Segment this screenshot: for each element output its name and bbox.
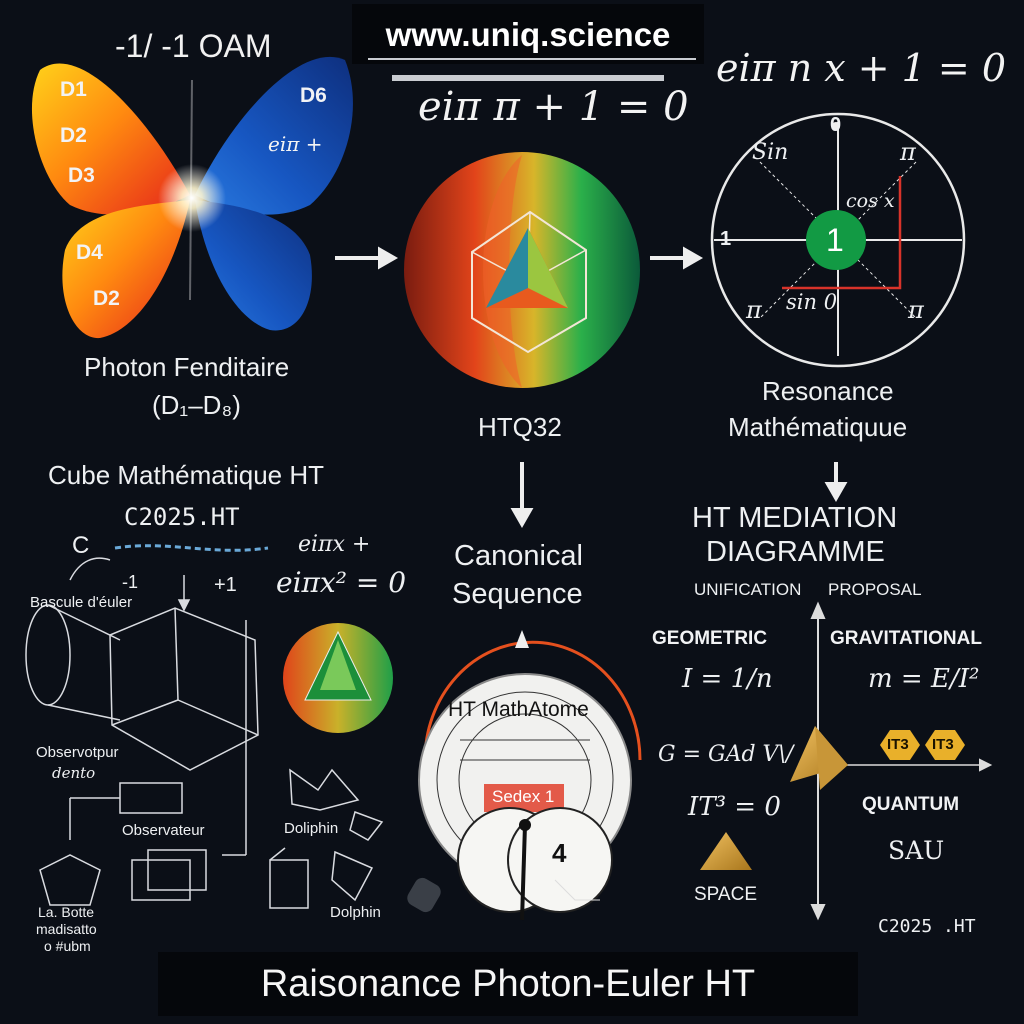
wing-label-d2: D2 [60,124,87,147]
butterfly-illustration [31,56,353,339]
wing-label-d3: D3 [68,164,95,187]
mediation-proposal: PROPOSAL [828,580,922,599]
canonical-title-1: Canonical [454,540,583,572]
oam-title: -1/ -1 OAM [115,28,272,64]
wave-line [114,544,269,552]
canonical-title-2: Sequence [452,578,583,610]
mediation-title-1: HT MEDIATION [692,502,898,534]
circle-center-label: 1 [826,222,844,258]
photon-subcaption: (D₁–D₈) [152,390,241,420]
it3-badge-2: IT3 [932,736,954,753]
wing-formula: eiπ + [268,132,323,156]
mediation-title-2: DIAGRAMME [706,536,885,568]
cube-plus1: +1 [214,574,237,596]
cube-box-label-2: madisatto [36,921,97,937]
wing-label-d1: D1 [60,78,87,101]
circle-pi-bl: π [746,296,762,324]
pyramid-shapes [700,726,848,870]
it3-badge-1: IT3 [887,736,909,753]
mediation-quantum: QUANTUM [862,794,960,815]
small-sphere [283,623,393,733]
url-underline [368,58,696,60]
cube-c-label: C [72,532,90,559]
circle-sin-label: Sin [752,140,789,165]
wing-label-d4: D4 [76,241,103,264]
signature-label: C2025 .HT [878,916,976,937]
wheel-badge: Sedex 1 [492,787,555,806]
url-bar [392,75,664,81]
equation-euler-left: eiπ π + 1 = 0 [418,84,689,130]
circle-left-label: 1 [720,228,732,250]
mediation-unification: UNIFICATION [694,580,802,599]
mediation-sau: SAU [888,836,945,865]
mediation-eq-m: m = E/I² [868,664,980,694]
circle-sin0-label: sin 0 [786,290,838,314]
cube-dolphin-label-1: Doliphin [284,820,339,837]
equation-euler-right: eiπ n x + 1 = 0 [716,46,1007,90]
mathatome-wheel [407,630,642,921]
wing-label-d2b: D2 [93,287,120,310]
cube-bascule-label: Bascule d'éuler [30,594,133,611]
photon-caption: Photon Fenditaire [84,352,290,382]
flow-arrows [335,246,848,529]
mediation-geometric: GEOMETRIC [652,628,768,649]
cube-title: Cube Mathématique HT [48,460,325,490]
cube-observateur-label: Observateur [122,822,205,839]
circle-cos-label: cos x [846,190,895,212]
cube-observ-sub: dento [52,764,96,782]
circle-pi-tr: π [900,138,916,166]
mediation-eq-it: IT³ = 0 [688,792,781,822]
circle-top-label: 0 [830,114,842,136]
circle-pi-br: π [908,296,924,324]
cube-subtitle: C2025.HT [124,503,240,531]
mediation-space: SPACE [694,884,758,905]
mediation-eq-g: G = GAd V\/ [658,742,794,767]
it3-badges [880,730,965,760]
wheel-number: 4 [552,838,567,868]
cube-observ-label: Observotpur [36,744,119,761]
cube-minus1: -1 [122,572,139,592]
wing-label-d6: D6 [300,84,327,107]
cube-box-label-1: La. Botte [38,904,95,920]
cube-e-expr: eiπx + [298,532,371,557]
mediation-eq-i: I = 1/n [682,664,773,694]
cube-equation: eiπx² = 0 [276,566,407,599]
resonance-circle [710,112,966,368]
cube-box-label-3: o #ubm [44,938,91,954]
resonance-caption-2: Mathématiquue [728,412,908,442]
htq32-caption: HTQ32 [478,412,562,442]
mediation-gravitational: GRAVITATIONAL [830,628,982,649]
cube-sketch [25,557,384,909]
footer-title: Raisonance Photon-Euler HT [158,952,858,1016]
wheel-title: HT MathAtome [448,698,589,721]
site-url[interactable]: www.uniq.science [352,4,704,64]
resonance-caption-1: Resonance [762,376,894,406]
htq32-sphere [404,152,640,388]
cube-dolphin-label-2: Dolphin [330,904,381,921]
